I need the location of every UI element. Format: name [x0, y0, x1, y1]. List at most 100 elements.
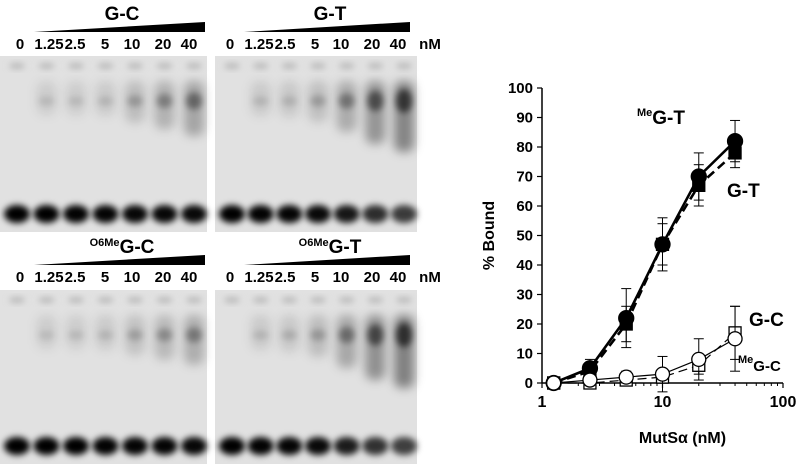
complex-band — [367, 324, 384, 346]
concentration-wedge — [244, 255, 410, 265]
x-tick-label: 1 — [538, 394, 547, 411]
complex-smear — [365, 81, 386, 144]
complex-band — [156, 93, 173, 109]
series-line — [553, 338, 736, 384]
lane-label: 2.5 — [65, 36, 86, 53]
free-probe-band — [247, 205, 274, 223]
gel-well — [310, 63, 326, 69]
data-point — [654, 366, 671, 382]
gel-well — [281, 297, 298, 303]
lane-label: 10 — [333, 36, 350, 53]
gel-well — [367, 297, 384, 303]
free-probe-band — [63, 437, 89, 455]
free-probe-band — [181, 437, 207, 455]
lane-label: 40 — [181, 36, 198, 53]
y-tick-label: 10 — [516, 346, 533, 363]
complex-band — [367, 91, 384, 111]
lane-label: 20 — [364, 36, 381, 53]
lane-label: 10 — [333, 269, 350, 286]
complex-band — [252, 330, 269, 340]
gel-well — [97, 297, 114, 303]
gel-title: G-C — [105, 4, 140, 25]
y-tick-label: 30 — [516, 287, 533, 304]
complex-band — [186, 92, 202, 110]
lane-label: 10 — [124, 269, 141, 286]
x-tick-label: 100 — [770, 394, 797, 411]
lane-label: 40 — [181, 269, 198, 286]
free-probe-band — [391, 205, 417, 223]
data-point — [582, 372, 598, 388]
lane-label: 1.25 — [34, 36, 63, 53]
free-probe-band — [151, 205, 178, 223]
free-probe-band — [33, 437, 60, 455]
gel-panel: G-C 0 1.25 2.5 5 10 20 40 — [0, 4, 207, 232]
lane-label: 0 — [16, 36, 24, 53]
complex-band — [97, 96, 114, 106]
free-probe-band — [391, 437, 417, 455]
data-point — [654, 236, 671, 253]
data-point — [690, 168, 707, 185]
gel-title: O6MeG-T — [299, 237, 362, 258]
gel-well — [224, 63, 240, 69]
lane-label: 1.25 — [244, 36, 273, 53]
gel-title-label: G-C — [120, 237, 155, 258]
y-tick-label: 60 — [516, 198, 533, 215]
complex-band — [186, 327, 202, 343]
gel-well — [396, 297, 412, 303]
complex-band — [127, 329, 143, 341]
complex-band — [338, 327, 355, 343]
concentration-unit: nM — [419, 269, 441, 286]
lane-label: 1.25 — [244, 269, 273, 286]
complex-band — [68, 330, 84, 340]
data-point — [618, 309, 635, 327]
series-1 — [545, 119, 744, 392]
free-probe-band — [181, 205, 207, 223]
complex-band — [310, 95, 326, 107]
gel-well — [338, 63, 355, 69]
free-probe-band — [4, 437, 30, 455]
gel-well — [310, 297, 326, 303]
y-tick-label: 90 — [516, 110, 533, 127]
free-probe-band — [333, 205, 360, 223]
free-probe-band — [362, 205, 389, 223]
complex-band — [38, 330, 55, 340]
complex-band — [97, 330, 114, 340]
lane-label: 0 — [226, 36, 234, 53]
concentration-wedge — [34, 22, 205, 32]
gel-well — [38, 297, 55, 303]
concentration-unit: nM — [419, 36, 441, 53]
lane-label: 40 — [390, 36, 407, 53]
free-probe-band — [219, 437, 245, 455]
free-probe-band — [305, 437, 331, 455]
series-label-prefix: Me — [637, 107, 652, 119]
lane-label: 2.5 — [275, 36, 296, 53]
lane-label: 40 — [390, 269, 407, 286]
free-probe-band — [4, 205, 30, 223]
lane-label: 20 — [155, 36, 172, 53]
concentration-wedge — [244, 22, 410, 32]
data-point — [691, 351, 707, 368]
gel-panel: O6MeG-T 0 1.25 2.5 5 10 20 40 nM — [215, 237, 441, 464]
gel-well — [338, 297, 355, 303]
gel-well — [396, 63, 412, 69]
gel-well — [127, 63, 143, 69]
complex-band — [38, 96, 55, 106]
data-point — [546, 375, 562, 391]
series-2 — [547, 305, 742, 390]
gel-well — [156, 63, 173, 69]
gel-well — [68, 297, 84, 303]
lane-label: 5 — [101, 269, 109, 286]
y-tick-label: 40 — [516, 257, 533, 274]
complex-band — [252, 96, 269, 106]
complex-band — [127, 95, 143, 107]
free-probe-band — [92, 205, 119, 223]
complex-band — [310, 329, 326, 341]
x-axis-title: MutSα (nM) — [639, 430, 726, 447]
lane-label: 10 — [124, 36, 141, 53]
free-probe-band — [63, 205, 89, 223]
x-tick-label: 10 — [654, 394, 672, 411]
data-point — [727, 331, 743, 347]
complex-band — [68, 96, 84, 106]
series-label-name: G-T — [652, 108, 685, 129]
